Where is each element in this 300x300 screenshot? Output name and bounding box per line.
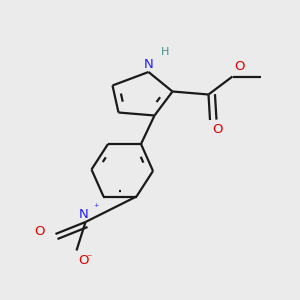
Text: N: N	[79, 208, 89, 220]
Text: O: O	[34, 225, 45, 238]
Text: H: H	[160, 47, 169, 57]
Text: N: N	[144, 58, 153, 70]
Text: ⁺: ⁺	[93, 203, 98, 213]
Text: O: O	[212, 123, 223, 136]
Text: O: O	[234, 61, 244, 74]
Text: O: O	[78, 254, 88, 266]
Text: ⁻: ⁻	[86, 254, 92, 263]
